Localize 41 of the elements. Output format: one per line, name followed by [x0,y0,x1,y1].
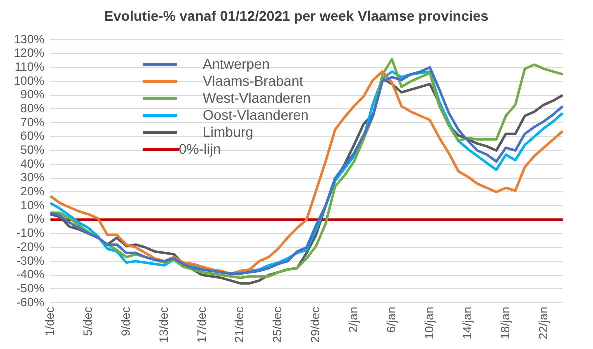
y-tick-label: 130% [14,32,46,46]
y-tick-label: 40% [20,156,46,171]
y-tick-label: -10% [16,226,46,240]
x-tick-label: 18/jan [498,306,512,340]
y-tick-label: -20% [16,240,46,254]
x-tick-label: 14/jan [460,306,474,340]
legend-label: 0%-lijn [179,141,222,158]
x-tick-label: 1/dec [43,306,58,336]
y-tick-label: -30% [16,254,46,268]
x-tick-label: 17/dec [194,306,209,343]
x-tick-label: 9/dec [118,306,133,336]
y-tick-label: 90% [20,88,46,102]
x-tick-label: 29/dec [308,306,323,343]
x-tick-label: 10/jan [422,306,436,340]
x-tick-label: 5/dec [80,306,95,336]
y-tick-label: 70% [20,115,46,130]
y-tick-label: 60% [20,129,46,144]
y-tick-label: -50% [16,281,46,296]
y-tick-label: 100% [14,74,46,88]
x-tick-label: 13/dec [156,306,171,343]
y-tick-label: 120% [14,46,46,60]
legend-label: Vlaams-Brabant [203,73,304,90]
y-tick-label: 110% [14,60,46,74]
legend-label: West-Vlaanderen [203,90,311,107]
x-tick-label: 21/dec [232,306,247,343]
y-tick-label: 10% [20,198,46,212]
x-tick-label: 2/jan [346,306,361,333]
legend-label: Antwerpen [203,56,270,73]
y-tick-label: 80% [20,102,46,116]
y-tick-label: -40% [16,268,46,282]
y-tick-label: 0% [27,212,46,226]
y-tick-label: 30% [20,170,46,185]
x-tick-label: 22/jan [536,306,550,340]
legend-label: Limburg [203,124,254,141]
chart-title: Evolutie-% vanaf 01/12/2021 per week Vlaamse provincies [103,8,490,24]
y-tick-label: -60% [16,295,46,310]
x-tick-label: 6/jan [384,306,399,333]
x-tick-label: 25/dec [270,306,285,343]
y-tick-label: 50% [20,143,46,158]
legend-label: Oost-Vlaanderen [203,107,309,124]
y-tick-label: 20% [20,184,46,199]
